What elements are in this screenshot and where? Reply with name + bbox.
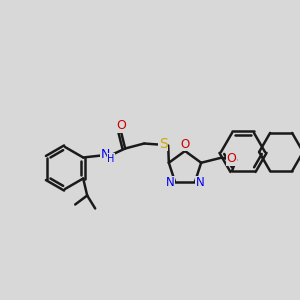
Text: O: O — [226, 152, 236, 165]
Text: N: N — [196, 176, 204, 189]
Text: O: O — [180, 137, 190, 151]
Text: O: O — [116, 119, 126, 132]
Text: N: N — [166, 176, 174, 189]
Text: N: N — [100, 148, 110, 161]
Text: S: S — [159, 136, 168, 151]
Text: H: H — [107, 154, 115, 164]
